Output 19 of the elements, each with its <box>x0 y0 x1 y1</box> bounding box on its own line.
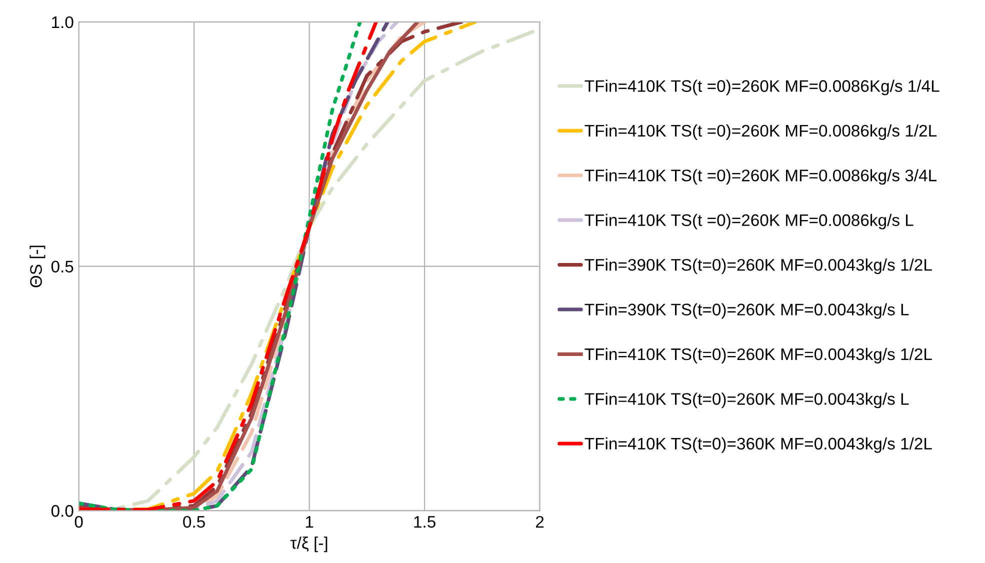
x-axis-title: τ/ξ [-] <box>290 536 328 552</box>
legend-label: TFin=390K TS(t=0)=260K MF=0.0043kg/s L <box>584 303 909 319</box>
x-tick-label: 2 <box>536 516 544 528</box>
legend-label: TFin=410K TS(t =0)=260K MF=0.0086Kg/s 1/4L <box>584 80 940 96</box>
y-tick-label: 0.0 <box>51 505 74 517</box>
legend-label: TFin=410K TS(t =0)=260K MF=0.0086kg/s 3/4L <box>584 169 937 185</box>
x-tick-label: 1.5 <box>414 516 436 528</box>
legend-label: TFin=390K TS(t=0)=260K MF=0.0043kg/s 1/2L <box>584 258 932 274</box>
y-tick-label: 1.0 <box>52 16 74 28</box>
y-tick-label: 0.5 <box>51 260 74 272</box>
x-tick-label: 0.5 <box>183 516 205 528</box>
legend-label: TFin=410K TS(t =0)=260K MF=0.0086kg/s L <box>584 214 914 230</box>
y-axis-title: ΘS [-] <box>30 246 46 288</box>
legend-label: TFin=410K TS(t=0)=360K MF=0.0043kg/s 1/2L <box>584 437 932 453</box>
legend-label: TFin=410K TS(t=0)=260K MF=0.0043kg/s 1/2L <box>584 348 932 364</box>
legend-label: TFin=410K TS(t =0)=260K MF=0.0086kg/s 1/2L <box>584 124 937 140</box>
x-tick-label: 0 <box>74 516 83 528</box>
x-tick-label: 1 <box>306 516 314 528</box>
legend-label: TFin=410K TS(t=0)=260K MF=0.0043kg/s L <box>584 392 909 408</box>
